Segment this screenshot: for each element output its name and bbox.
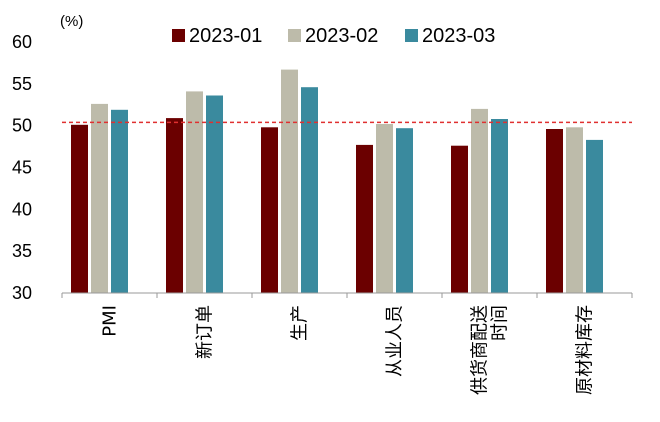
bar-2023-01-PMI xyxy=(71,124,88,293)
y-tick-label: 55 xyxy=(12,74,32,94)
bar-2023-03-生产 xyxy=(301,87,318,293)
bars xyxy=(71,69,603,294)
y-axis: 30 35 40 45 50 55 60 xyxy=(12,32,32,303)
legend-label: 2023-02 xyxy=(305,25,378,47)
x-tick-label: 时间 xyxy=(490,305,511,341)
y-tick-label: 50 xyxy=(12,116,32,136)
y-tick-label: 60 xyxy=(12,32,32,52)
x-tick-label: 新订单 xyxy=(195,305,216,359)
legend-label: 2023-03 xyxy=(422,25,495,47)
y-tick-label: 35 xyxy=(12,241,32,261)
bar-2023-03-新订单 xyxy=(206,95,223,293)
bar-2023-02-原材料库存 xyxy=(566,127,583,293)
bar-2023-01-供货商配送时间 xyxy=(451,145,468,293)
bar-2023-02-生产 xyxy=(281,69,298,293)
x-tick-label: 原材料库存 xyxy=(575,305,596,395)
y-unit-label: (%) xyxy=(60,13,83,30)
x-axis: PMI 新订单 生产 从业人员 供货商配送 时间 原材料库存 xyxy=(61,292,633,395)
bar-2023-03-供货商配送时间 xyxy=(491,119,508,293)
y-tick-label: 30 xyxy=(12,283,32,303)
bar-2023-01-生产 xyxy=(261,127,278,293)
bar-2023-03-原材料库存 xyxy=(586,139,603,293)
x-tick-label: PMI xyxy=(100,305,121,337)
y-tick-label: 45 xyxy=(12,158,32,178)
x-tick-label: 供货商配送 xyxy=(470,305,491,395)
bar-2023-02-PMI xyxy=(91,103,108,294)
y-tick-label: 40 xyxy=(12,199,32,219)
bar-2023-01-从业人员 xyxy=(356,144,373,293)
legend-swatch xyxy=(405,29,418,42)
bar-2023-03-PMI xyxy=(111,109,128,293)
legend: 2023-01 2023-02 2023-03 xyxy=(172,25,495,47)
bar-2023-02-从业人员 xyxy=(376,124,393,293)
x-tick-label: 生产 xyxy=(290,305,311,341)
bar-2023-03-从业人员 xyxy=(396,128,413,293)
legend-label: 2023-01 xyxy=(189,25,262,47)
bar-2023-01-原材料库存 xyxy=(546,129,563,293)
x-tick-label: 从业人员 xyxy=(385,305,406,377)
bar-2023-02-新订单 xyxy=(186,91,203,294)
bar-2023-01-新订单 xyxy=(166,118,183,293)
legend-swatch xyxy=(288,29,301,42)
bar-2023-02-供货商配送时间 xyxy=(471,108,488,294)
legend-swatch xyxy=(172,29,185,42)
